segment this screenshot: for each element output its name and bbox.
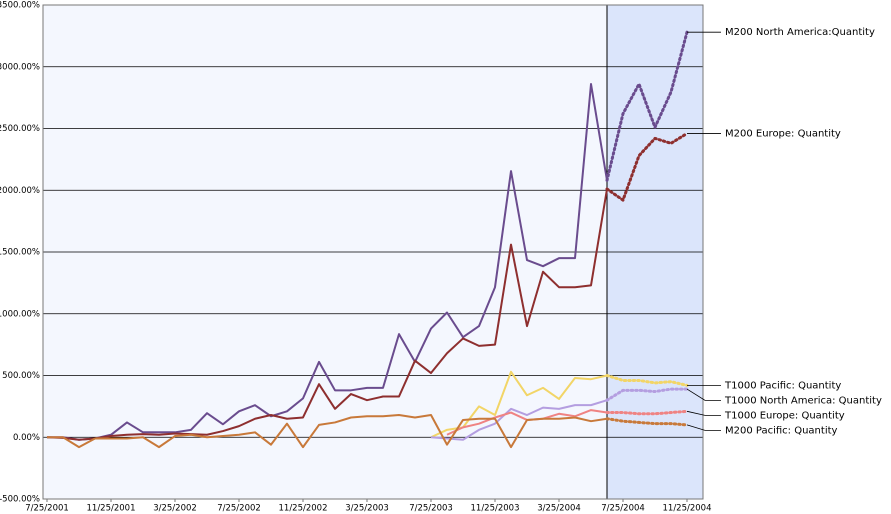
x-tick-label: 11/25/2001 [87, 504, 136, 514]
series-line [430, 399, 608, 441]
y-tick-label: -500.00% [0, 495, 40, 505]
forecast-line [605, 387, 689, 402]
x-tick-label: 7/25/2001 [25, 504, 69, 514]
legend-leader [686, 410, 721, 416]
legend-label: M200 Europe: Quantity [725, 128, 841, 139]
series-line [46, 188, 608, 441]
legend-leader [686, 424, 721, 431]
x-tick-label: 11/25/2004 [663, 504, 712, 514]
legend-label: T1000 Europe: Quantity [724, 410, 845, 421]
series-line [47, 414, 608, 449]
legend-label: T1000 North America: Quantity [724, 395, 882, 406]
y-tick-label: 500.00% [2, 371, 40, 381]
y-tick-label: 1500.00% [0, 248, 40, 258]
legend-label: M200 Pacific: Quantity [725, 425, 838, 436]
y-tick-label: 2000.00% [0, 186, 40, 196]
y-tick-label: 1000.00% [0, 309, 40, 319]
x-tick-label: 7/25/2003 [409, 504, 453, 514]
x-tick-label: 11/25/2002 [279, 504, 328, 514]
series-line [47, 83, 608, 441]
forecast-line [605, 409, 689, 416]
y-tick-label: 2500.00% [0, 124, 40, 134]
forecast-line [605, 30, 689, 182]
plot-border [42, 4, 704, 500]
x-tick-label: 3/25/2004 [537, 504, 581, 514]
forecast-line [605, 374, 689, 387]
forecast-line [605, 417, 689, 427]
legend-label: T1000 Pacific: Quantity [724, 380, 841, 391]
y-tick-label: 3500.00% [0, 1, 40, 11]
forecast-line [605, 131, 689, 202]
legend-label: M200 North America:Quantity [725, 27, 875, 38]
x-tick-label: 3/25/2002 [153, 504, 197, 514]
x-tick-label: 3/25/2003 [345, 504, 389, 514]
y-tick-label: 3000.00% [0, 62, 40, 72]
x-tick-label: 7/25/2004 [601, 504, 645, 514]
legend-leader [686, 388, 721, 401]
y-tick-label: 0.00% [13, 433, 40, 443]
x-tick-label: 7/25/2002 [217, 504, 261, 514]
x-tick-label: 11/25/2003 [471, 504, 520, 514]
